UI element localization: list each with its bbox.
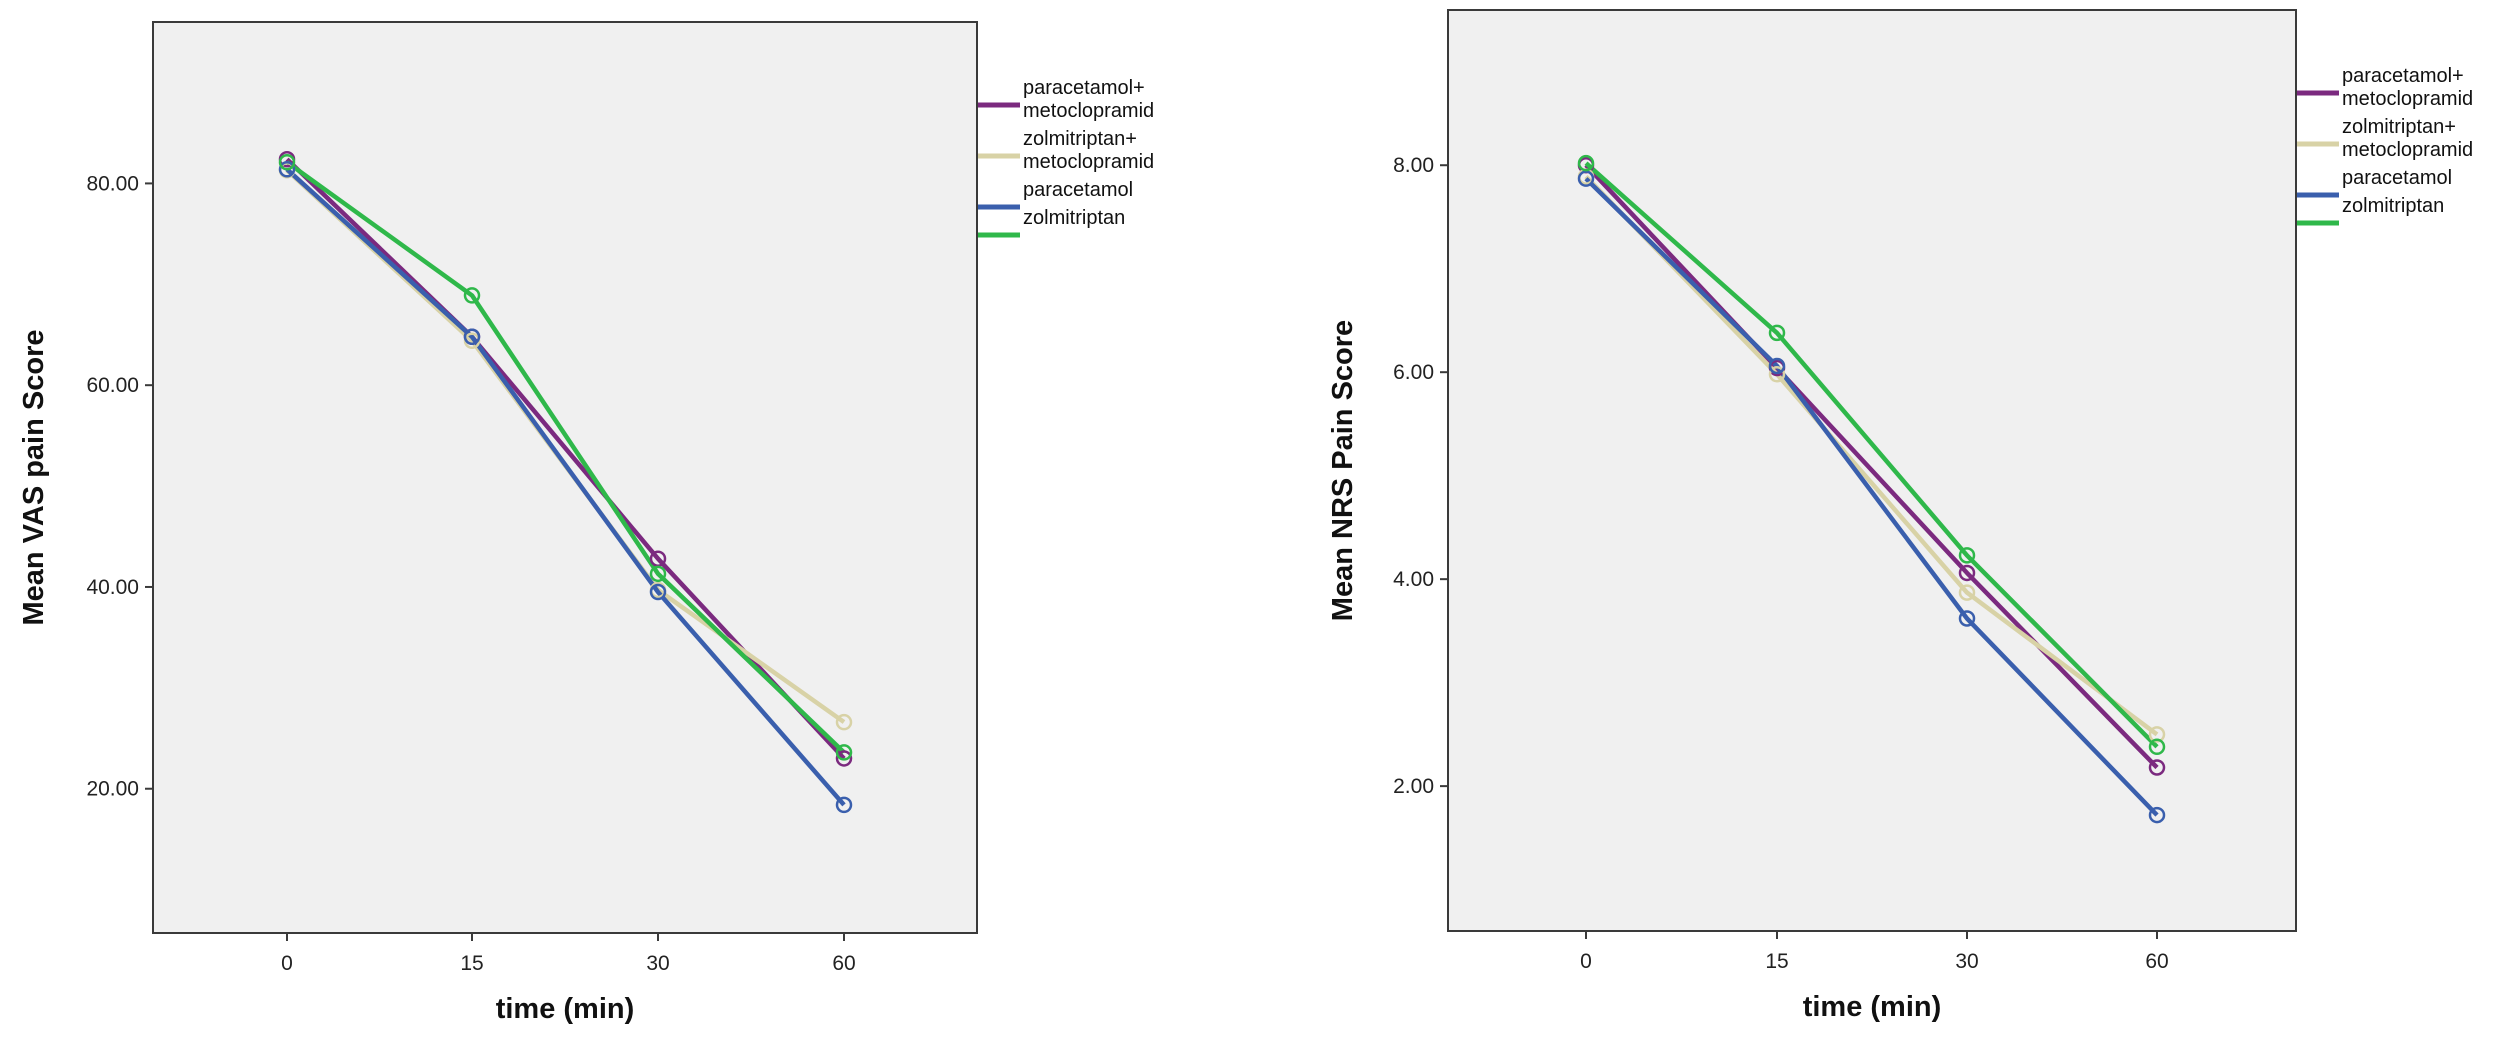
legend-label: paracetamol <box>2342 167 2452 189</box>
x-tick-label: 15 <box>460 952 483 975</box>
x-tick-label: 0 <box>1580 950 1592 973</box>
y-tick-label: 4.00 <box>1393 568 1434 591</box>
y-tick-label: 6.00 <box>1393 361 1434 384</box>
x-axis-title: time (min) <box>1803 991 1942 1023</box>
data-point <box>1958 547 1976 564</box>
data-point <box>1958 584 1976 601</box>
x-tick-label: 0 <box>281 952 293 975</box>
legend-label: paracetamol+ metoclopramid <box>1023 77 1154 122</box>
y-tick-label: 2.00 <box>1393 775 1434 798</box>
legend-label: zolmitriptan <box>2342 195 2444 217</box>
data-point <box>278 153 296 171</box>
legend-label: zolmitriptan+ metoclopramid <box>2342 116 2473 161</box>
y-axis-title: Mean NRS Pain Score <box>1327 320 1359 621</box>
data-point <box>649 565 667 583</box>
series-line-4 <box>285 160 846 755</box>
data-point <box>278 161 296 178</box>
legend-label: zolmitriptan+ metoclopramid <box>1023 128 1154 173</box>
data-point <box>1768 357 1786 375</box>
data-point <box>1577 170 1595 187</box>
x-tick-label: 60 <box>832 952 855 975</box>
chart-1: 20.00 40.00 60.00 80.00 0 15 30 60 time (min) Mea… <box>18 21 1154 1025</box>
data-point <box>463 328 481 346</box>
data-point <box>1958 564 1976 582</box>
data-point <box>1958 610 1976 627</box>
data-point <box>2148 738 2166 756</box>
data-point <box>2148 759 2166 776</box>
y-tick-label: 40.00 <box>86 576 139 599</box>
y-tick-label: 60.00 <box>86 374 139 397</box>
data-point <box>835 750 853 767</box>
data-point <box>1768 366 1786 383</box>
y-tick-label: 8.00 <box>1393 154 1434 177</box>
x-tick-label: 15 <box>1765 950 1788 973</box>
series-line-3 <box>1584 177 2159 817</box>
legend-label: paracetamol+ metoclopramid <box>2342 65 2473 110</box>
chart-2: 2.00 4.00 6.00 8.00 0 15 30 60 time (min) Mean NR… <box>1327 9 2473 1023</box>
x-tick-label: 30 <box>646 952 669 975</box>
legend-label: paracetamol <box>1023 179 1133 201</box>
data-point <box>649 583 667 601</box>
series-line-4 <box>1584 161 2159 749</box>
plot-area <box>152 21 978 934</box>
y-tick-label: 80.00 <box>86 172 139 195</box>
x-axis-title: time (min) <box>496 993 635 1025</box>
x-tick-label: 30 <box>1955 950 1978 973</box>
data-point <box>2148 806 2166 824</box>
data-point <box>1768 324 1786 342</box>
data-point <box>835 796 853 814</box>
data-point <box>835 713 853 731</box>
series-line-3 <box>285 167 846 807</box>
data-point <box>2148 726 2166 743</box>
y-tick-label: 20.00 <box>86 778 139 801</box>
data-point <box>463 287 481 304</box>
legend-label: zolmitriptan <box>1023 207 1125 229</box>
data-point <box>835 744 853 761</box>
series-line-1 <box>1584 163 2159 770</box>
x-tick-label: 60 <box>2145 950 2168 973</box>
data-point <box>1577 154 1595 172</box>
y-axis-title: Mean VAS pain Score <box>18 330 50 626</box>
